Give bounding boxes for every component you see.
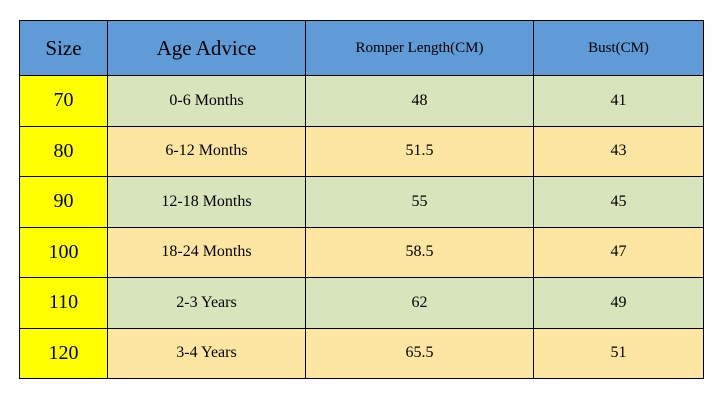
header-cell: Size (19, 20, 108, 76)
table-cell: 12-18 Months (107, 176, 306, 228)
table-cell: 55 (305, 176, 534, 228)
table-body: 70 0-6 Months 48 41 80 6-12 Months 51.5 43 90 12-… (19, 75, 704, 379)
table-cell: 3-4 Years (107, 327, 306, 379)
size-cell: 120 (19, 327, 108, 379)
table-cell: 0-6 Months (107, 75, 306, 127)
size-cell: 110 (19, 277, 108, 329)
table-cell: 6-12 Months (107, 125, 306, 177)
size-cell: 90 (19, 176, 108, 228)
table-cell: 51.5 (305, 125, 534, 177)
table-cell: 2-3 Years (107, 277, 306, 329)
table-row: 70 0-6 Months 48 41 (19, 75, 704, 127)
size-cell: 70 (19, 75, 108, 127)
table-row: 80 6-12 Months 51.5 43 (19, 125, 704, 177)
table-cell: 49 (533, 277, 704, 329)
size-cell: 80 (19, 125, 108, 177)
table-cell: 51 (533, 327, 704, 379)
table-cell: 58.5 (305, 226, 534, 278)
size-table: Size Age Advice Romper Length(CM) Bust(C… (19, 20, 704, 379)
header-cell: Age Advice (107, 20, 306, 76)
table-row: 90 12-18 Months 55 45 (19, 176, 704, 228)
header-cell: Romper Length(CM) (305, 20, 534, 76)
table-cell: 18-24 Months (107, 226, 306, 278)
table-cell: 47 (533, 226, 704, 278)
table-cell: 41 (533, 75, 704, 127)
header-row: Size Age Advice Romper Length(CM) Bust(C… (19, 20, 704, 76)
table-row: 110 2-3 Years 62 49 (19, 277, 704, 329)
table-row: 100 18-24 Months 58.5 47 (19, 226, 704, 278)
table-cell: 48 (305, 75, 534, 127)
header-cell: Bust(CM) (533, 20, 704, 76)
table-cell: 65.5 (305, 327, 534, 379)
table-cell: 62 (305, 277, 534, 329)
size-cell: 100 (19, 226, 108, 278)
table-cell: 43 (533, 125, 704, 177)
table-row: 120 3-4 Years 65.5 51 (19, 327, 704, 379)
table-cell: 45 (533, 176, 704, 228)
